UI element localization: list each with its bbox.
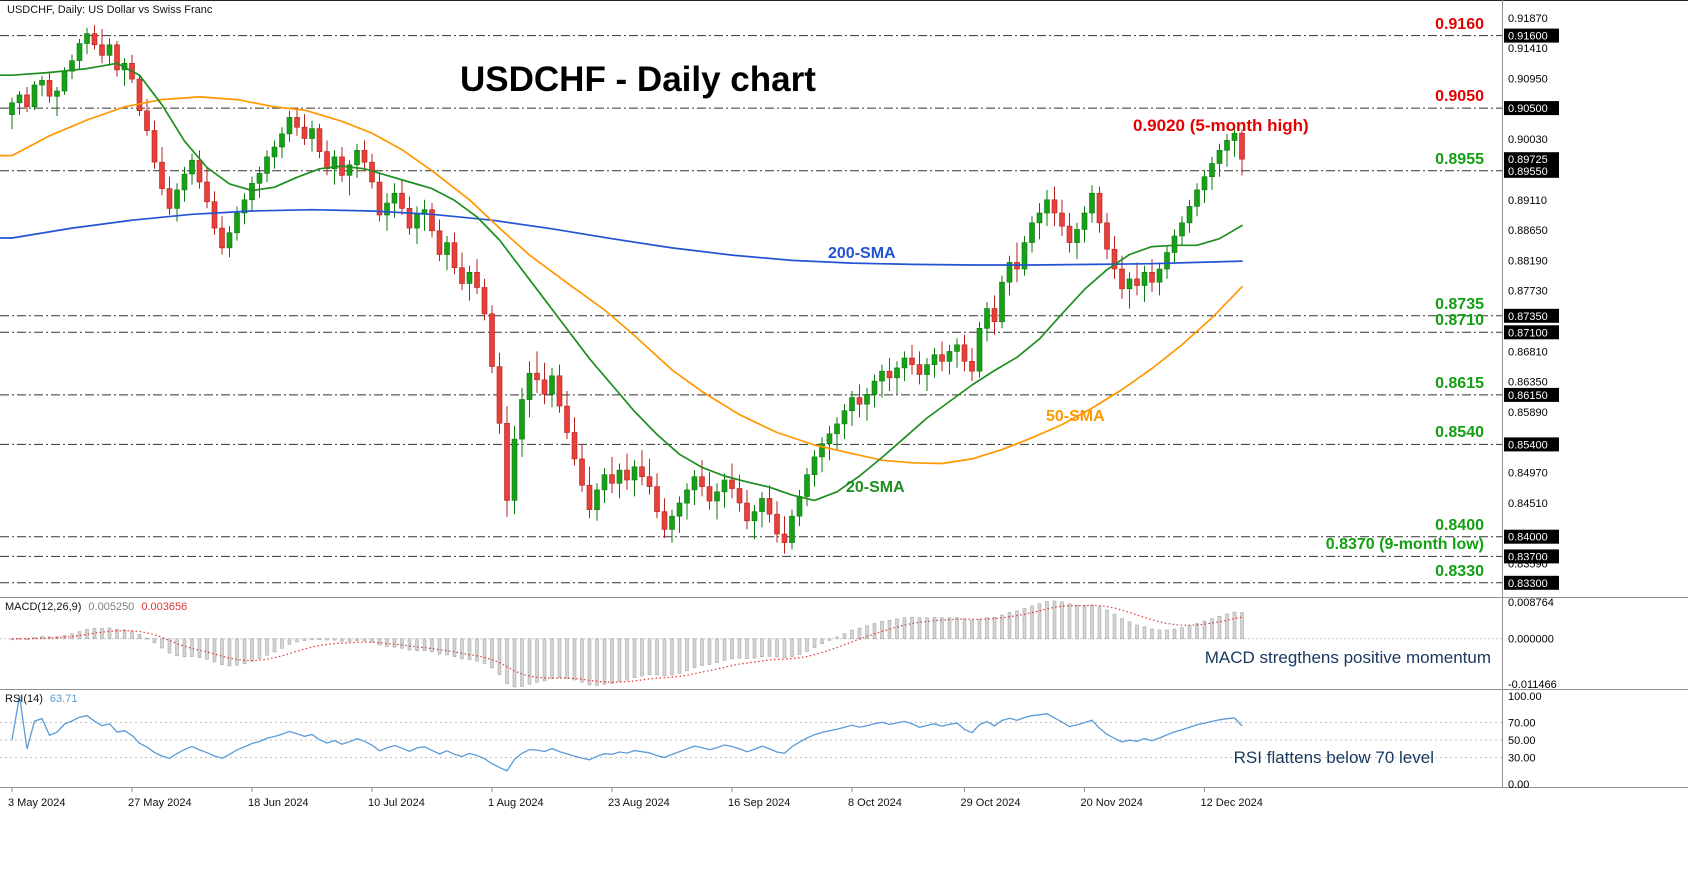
svg-text:27 May 2024: 27 May 2024 xyxy=(128,797,192,809)
layer-dates: 3 May 2024 27 May 2024 18 Jun 2024 10 Jul 2… xyxy=(8,787,1263,809)
svg-text:0.83700: 0.83700 xyxy=(1508,551,1548,563)
svg-text:70.00: 70.00 xyxy=(1508,717,1536,729)
svg-text:0.91870: 0.91870 xyxy=(1508,13,1548,25)
svg-text:0.88650: 0.88650 xyxy=(1508,225,1548,237)
svg-text:0.00: 0.00 xyxy=(1508,779,1529,791)
svg-text:0.86350: 0.86350 xyxy=(1508,377,1548,389)
svg-text:50.00: 50.00 xyxy=(1508,735,1536,747)
svg-text:3 May 2024: 3 May 2024 xyxy=(8,797,65,809)
svg-text:0.87730: 0.87730 xyxy=(1508,286,1548,298)
svg-text:0.86150: 0.86150 xyxy=(1508,390,1548,402)
svg-text:0.84970: 0.84970 xyxy=(1508,468,1548,480)
svg-text:18 Jun 2024: 18 Jun 2024 xyxy=(248,797,309,809)
layer-levels xyxy=(0,35,1502,584)
svg-text:100.00: 100.00 xyxy=(1508,691,1542,703)
svg-text:0.84510: 0.84510 xyxy=(1508,498,1548,510)
svg-text:0.89110: 0.89110 xyxy=(1508,195,1547,207)
svg-text:10 Jul 2024: 10 Jul 2024 xyxy=(368,797,425,809)
svg-text:0.87350: 0.87350 xyxy=(1508,311,1548,323)
svg-text:0.83300: 0.83300 xyxy=(1508,578,1548,590)
svg-text:0.008764: 0.008764 xyxy=(1508,597,1554,609)
svg-text:12 Dec 2024: 12 Dec 2024 xyxy=(1201,797,1263,809)
layer-macd: 0.008764 0.000000 -0.011466 xyxy=(0,597,1557,691)
svg-text:8 Oct 2024: 8 Oct 2024 xyxy=(848,797,902,809)
layer-frame xyxy=(0,0,1688,788)
svg-text:16 Sep 2024: 16 Sep 2024 xyxy=(728,797,790,809)
layer-candles xyxy=(9,25,1245,554)
svg-text:0.85400: 0.85400 xyxy=(1508,439,1548,451)
svg-text:0.88190: 0.88190 xyxy=(1508,255,1548,267)
svg-text:20 Nov 2024: 20 Nov 2024 xyxy=(1081,797,1143,809)
svg-text:0.000000: 0.000000 xyxy=(1508,633,1554,645)
layer-rsi: 100.00 70.00 50.00 30.00 0.00 xyxy=(0,691,1542,791)
svg-text:30.00: 30.00 xyxy=(1508,753,1536,765)
svg-text:0.91600: 0.91600 xyxy=(1508,31,1548,43)
svg-text:29 Oct 2024: 29 Oct 2024 xyxy=(961,797,1021,809)
svg-text:0.89550: 0.89550 xyxy=(1508,166,1548,178)
svg-text:-0.011466: -0.011466 xyxy=(1508,679,1557,691)
svg-text:1 Aug 2024: 1 Aug 2024 xyxy=(488,797,544,809)
svg-text:0.90950: 0.90950 xyxy=(1508,74,1548,86)
svg-text:0.85890: 0.85890 xyxy=(1508,407,1548,419)
svg-text:0.84000: 0.84000 xyxy=(1508,532,1548,544)
svg-text:0.90030: 0.90030 xyxy=(1508,134,1548,146)
svg-text:0.91410: 0.91410 xyxy=(1508,43,1548,55)
svg-text:0.86810: 0.86810 xyxy=(1508,346,1548,358)
svg-text:0.83590: 0.83590 xyxy=(1508,559,1548,571)
layer-smas xyxy=(0,62,1243,502)
svg-text:0.87100: 0.87100 xyxy=(1508,327,1548,339)
svg-text:0.90500: 0.90500 xyxy=(1508,103,1548,115)
svg-text:23 Aug 2024: 23 Aug 2024 xyxy=(608,797,670,809)
svg-text:0.89725: 0.89725 xyxy=(1508,154,1548,166)
